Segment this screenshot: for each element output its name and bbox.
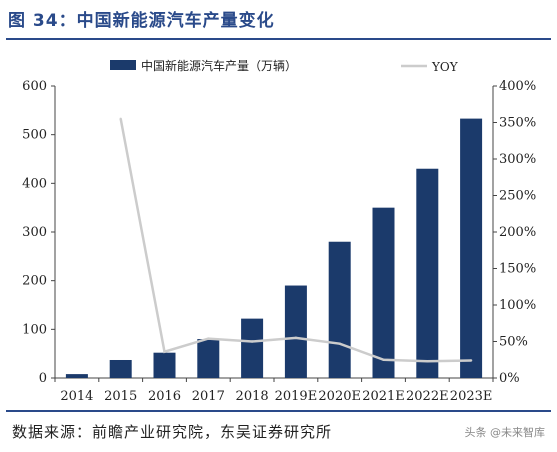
bar-2020E (328, 241, 351, 378)
watermark: 头条 @未来智库 (462, 424, 547, 440)
bar-2016 (153, 352, 176, 378)
left-tick-label: 400 (22, 176, 47, 191)
right-tick-label: 250% (499, 189, 536, 204)
right-tick-label: 350% (499, 116, 536, 131)
chart-title: 图 34：中国新能源汽车产量变化 (8, 11, 275, 31)
right-tick-label: 50% (499, 335, 528, 350)
yoy-point-2016 (163, 350, 166, 353)
bar-2017 (197, 339, 220, 378)
right-tick-label: 200% (499, 225, 536, 240)
yoy-point-2017 (207, 337, 210, 340)
right-tick-label: 0% (499, 371, 520, 386)
legend-line-label: YOY (431, 60, 459, 74)
x-tick-label: 2018 (236, 389, 269, 404)
left-tick-label: 100 (22, 322, 47, 337)
yoy-point-2020E (338, 342, 341, 345)
left-tick-label: 200 (22, 274, 47, 289)
bar-2023E (460, 118, 483, 379)
x-tick-label: 2015 (104, 389, 137, 404)
bar-2022E (416, 168, 439, 378)
yoy-point-2021E (382, 358, 385, 361)
yoy-point-2015 (119, 117, 122, 121)
left-tick-label: 500 (22, 128, 47, 143)
right-tick-label: 400% (499, 79, 536, 94)
x-tick-label: 2019E (275, 389, 318, 404)
left-tick-label: 600 (22, 79, 47, 94)
bar-2021E (372, 207, 395, 378)
x-tick-label: 2021E (362, 389, 405, 404)
x-tick-label: 2016 (148, 389, 181, 404)
legend-bar-label: 中国新能源汽车产量（万辆） (141, 58, 297, 73)
legend-bar-swatch (110, 60, 136, 70)
yoy-point-2019E (294, 336, 298, 340)
yoy-point-2022E (426, 360, 429, 363)
left-tick-label: 0 (39, 371, 47, 386)
right-tick-label: 150% (499, 262, 536, 277)
x-tick-label: 2022E (406, 389, 449, 404)
bar-2019E (284, 285, 307, 378)
bar-2014 (65, 374, 88, 378)
data-source: 数据来源：前瞻产业研究院，东吴证券研究所 (12, 423, 333, 441)
x-tick-label: 2023E (450, 389, 493, 404)
title-rule (6, 38, 551, 40)
yoy-point-2023E (469, 359, 473, 362)
yoy-point-2018 (250, 340, 254, 343)
x-tick-label: 2017 (192, 389, 225, 404)
chart-canvas: 0 100 200 300 400 500 600 0% 50% 100% 150% 200% 250%… (22, 58, 536, 404)
left-tick-label: 300 (22, 225, 47, 240)
bar-2018 (241, 318, 264, 378)
right-tick-label: 100% (499, 298, 536, 313)
right-tick-label: 300% (499, 152, 536, 167)
x-tick-label: 2020E (318, 389, 361, 404)
bar-2015 (109, 359, 132, 378)
source-rule (6, 410, 551, 412)
x-tick-label: 2014 (60, 389, 93, 404)
